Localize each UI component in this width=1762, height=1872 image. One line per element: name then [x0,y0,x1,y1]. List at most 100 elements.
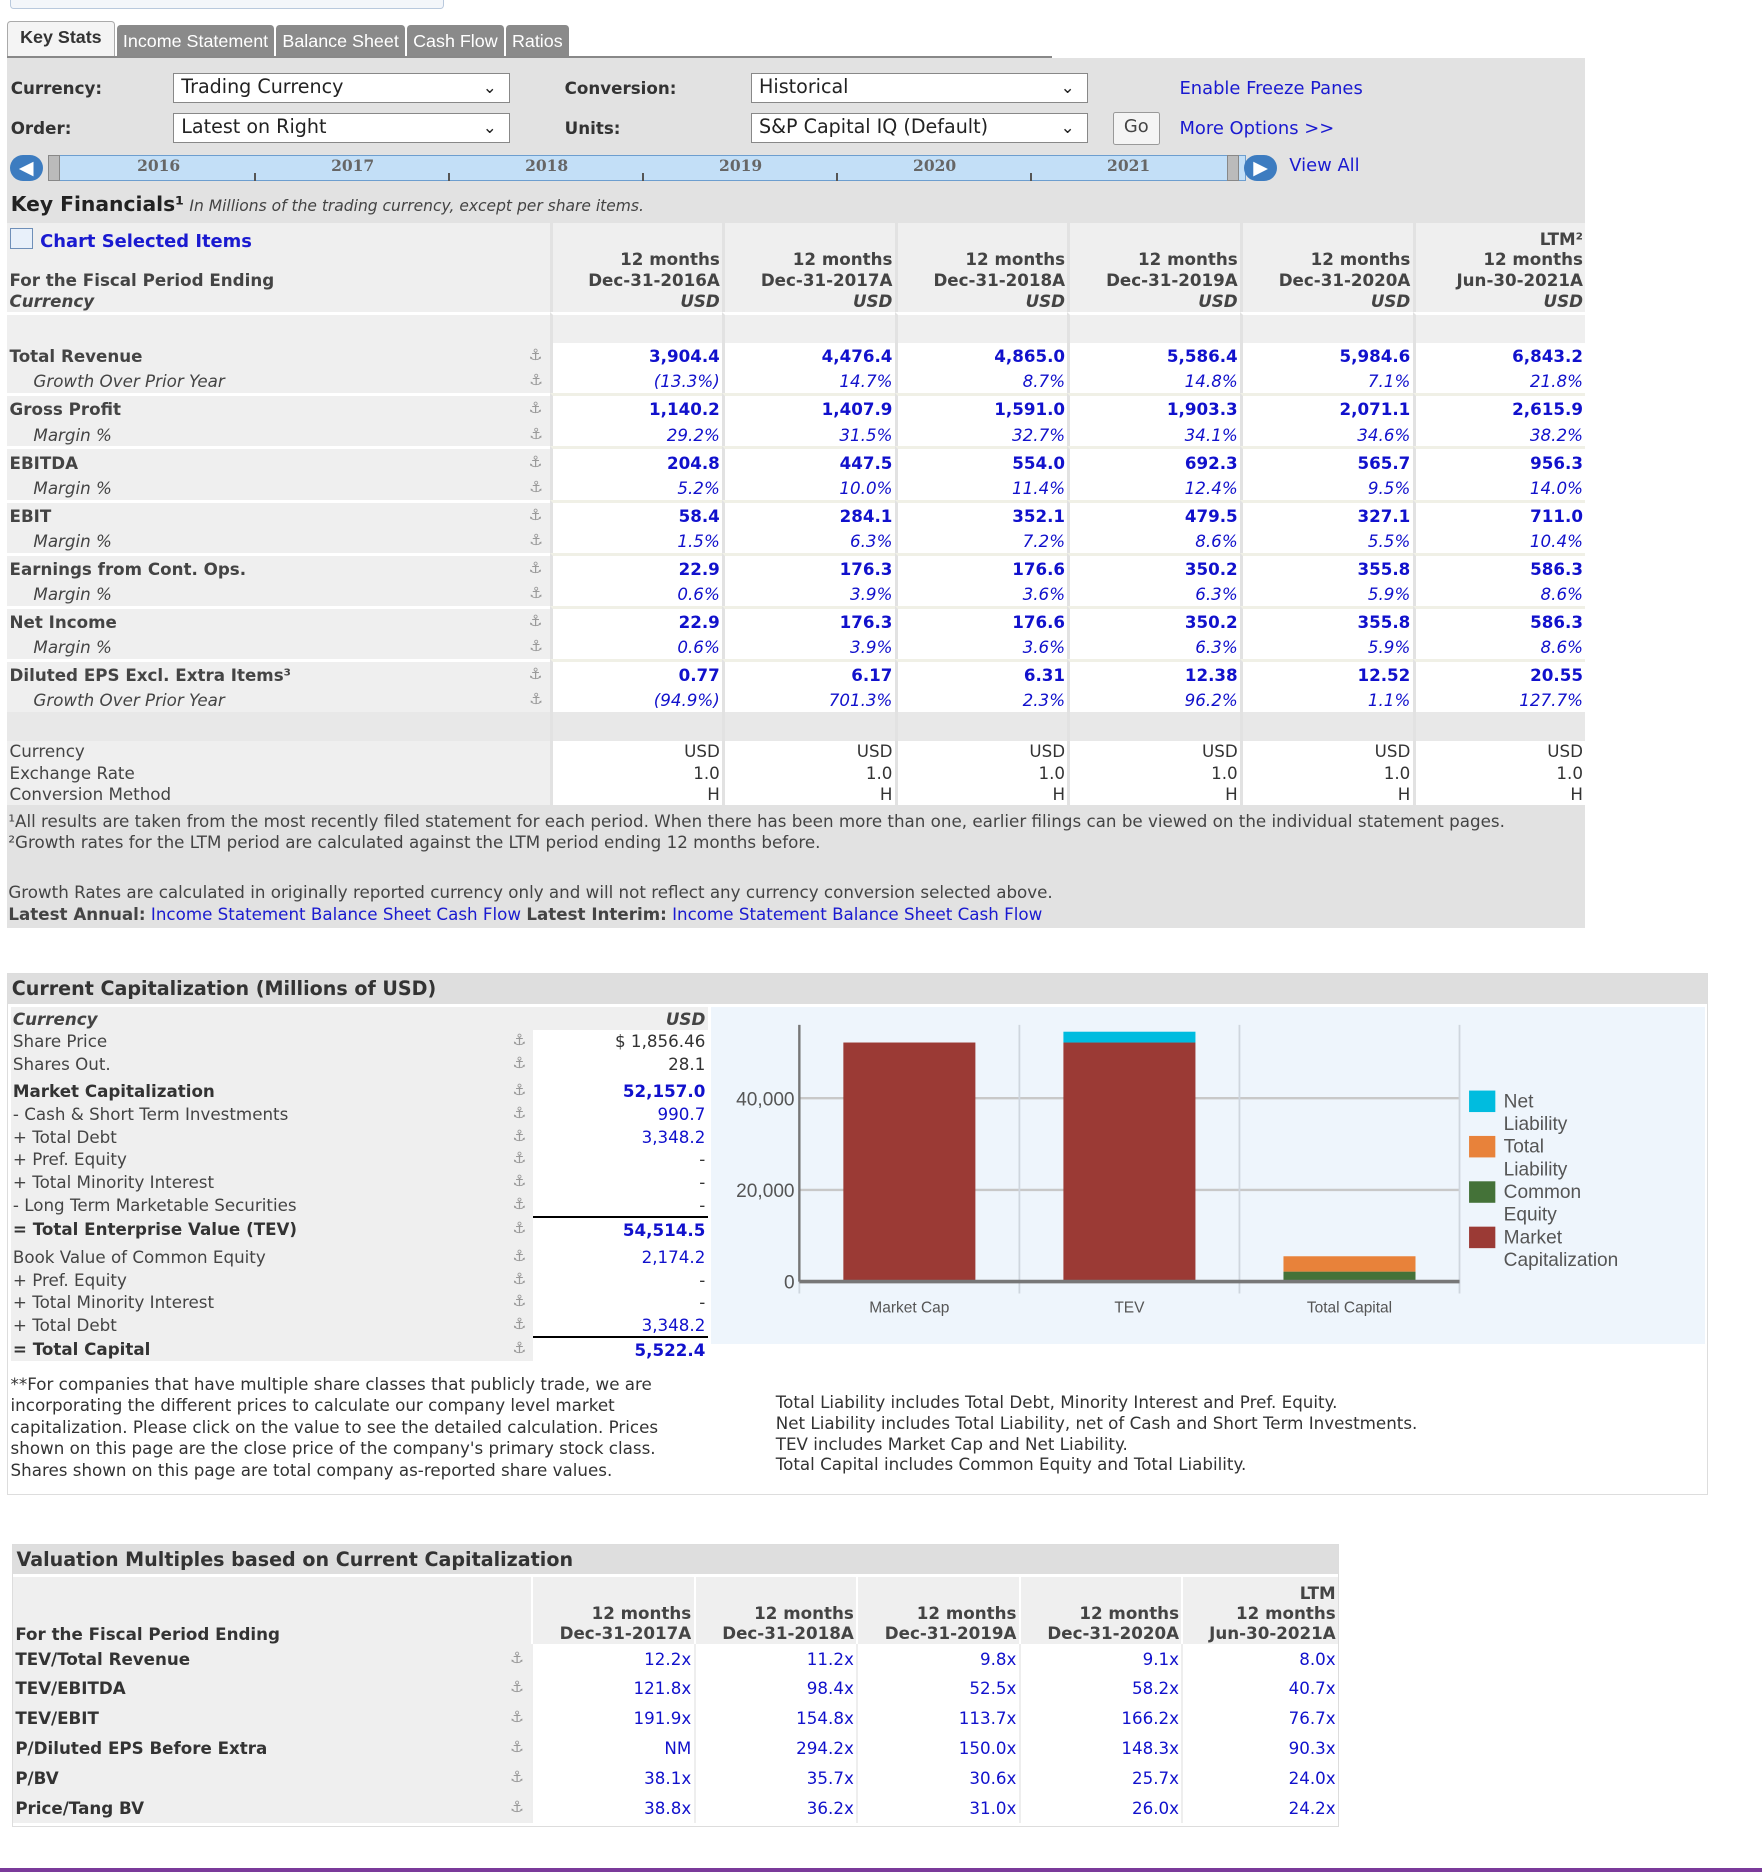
drill-down-icon[interactable]: ⚓ [512,1194,527,1213]
value-cell[interactable]: 352.1 [894,499,1068,529]
value-cell[interactable]: 21.8% [1412,369,1586,394]
value-cell[interactable]: 1.1% [1240,688,1413,713]
valuation-value[interactable]: 8.0x [1181,1643,1338,1674]
value-cell[interactable]: 5.9% [1240,581,1413,606]
value-cell[interactable]: 6,843.2 [1412,343,1586,370]
value-cell[interactable]: 58.4 [549,499,723,529]
drill-down-icon[interactable]: ⚓ [529,424,543,443]
drill-down-icon[interactable]: ⚓ [512,1172,527,1191]
cap-row-value[interactable]: 2,174.2 [533,1240,708,1269]
drill-down-icon[interactable]: ⚓ [512,1338,527,1357]
value-cell[interactable]: 0.6% [549,581,723,606]
valuation-value[interactable]: 24.2x [1181,1792,1338,1823]
enable-freeze-panes-link[interactable]: Enable Freeze Panes [1179,77,1363,99]
value-cell[interactable]: 22.9 [549,552,723,582]
go-button[interactable]: Go [1112,112,1160,146]
valuation-value[interactable]: 150.0x [856,1733,1019,1764]
value-cell[interactable]: 10.0% [722,475,895,500]
tab-key-stats[interactable]: Key Stats [7,21,115,59]
drill-down-icon[interactable]: ⚓ [528,505,543,524]
value-cell[interactable]: 554.0 [894,446,1068,476]
value-cell[interactable]: 327.1 [1240,499,1413,529]
drill-down-icon[interactable]: ⚓ [512,1218,527,1237]
valuation-value[interactable]: 11.2x [693,1643,857,1674]
drill-down-icon[interactable]: ⚓ [509,1708,524,1727]
value-cell[interactable]: 1,140.2 [549,393,723,423]
cap-row-value[interactable]: 54,514.5 [533,1216,708,1241]
interim-balance-sheet-link[interactable]: Balance Sheet [832,903,953,924]
conversion-select[interactable]: Historical ⌄ [750,72,1088,103]
value-cell[interactable]: 2,615.9 [1412,393,1586,423]
value-cell[interactable]: 12.52 [1240,658,1413,689]
value-cell[interactable]: 3.6% [894,581,1068,606]
drill-down-icon[interactable]: ⚓ [529,371,543,390]
value-cell[interactable]: 176.6 [894,605,1068,636]
valuation-value[interactable]: 148.3x [1018,1733,1182,1764]
tab-balance-sheet[interactable]: Balance Sheet [276,24,405,59]
tab-cash-flow[interactable]: Cash Flow [407,24,504,59]
value-cell[interactable]: 11.4% [894,475,1068,500]
value-cell[interactable]: 12.38 [1067,658,1241,689]
tab-income-statement[interactable]: Income Statement [116,24,275,59]
value-cell[interactable]: 5.2% [549,475,723,500]
value-cell[interactable]: 14.0% [1412,475,1586,500]
drill-down-icon[interactable]: ⚓ [512,1314,527,1333]
value-cell[interactable]: 127.7% [1412,688,1586,713]
drill-down-icon[interactable]: ⚓ [512,1104,527,1123]
value-cell[interactable]: 7.2% [894,528,1068,553]
value-cell[interactable]: 34.6% [1240,422,1413,447]
drill-down-icon[interactable]: ⚓ [509,1678,524,1697]
value-cell[interactable]: 350.2 [1067,552,1241,582]
bar-net-liability[interactable] [1063,1032,1196,1043]
value-cell[interactable]: 31.5% [722,422,895,447]
value-cell[interactable]: 5,984.6 [1240,343,1413,370]
drill-down-icon[interactable]: ⚓ [512,1054,527,1073]
valuation-value[interactable]: 9.8x [856,1643,1019,1674]
period-slider[interactable]: ◀ 2016 2017 2018 2019 2020 2021 ▶ [9,153,1280,184]
slider-right-handle[interactable] [1227,155,1240,182]
drill-down-icon[interactable]: ⚓ [512,1269,527,1288]
value-cell[interactable]: 479.5 [1067,499,1241,529]
value-cell[interactable]: 29.2% [549,422,723,447]
value-cell[interactable]: 8.6% [1412,635,1586,659]
value-cell[interactable]: 8.6% [1412,581,1586,606]
drill-down-icon[interactable]: ⚓ [529,690,543,709]
value-cell[interactable]: 6.17 [722,658,895,689]
drill-down-icon[interactable]: ⚓ [509,1797,524,1816]
tab-ratios[interactable]: Ratios [505,24,569,59]
value-cell[interactable]: 22.9 [549,605,723,636]
value-cell[interactable]: 9.5% [1240,475,1413,500]
valuation-value[interactable]: 52.5x [856,1673,1019,1704]
valuation-value[interactable]: 98.4x [693,1673,857,1704]
drill-down-icon[interactable]: ⚓ [512,1292,527,1311]
value-cell[interactable]: 7.1% [1240,369,1413,394]
bar-total-liability[interactable] [1283,1256,1416,1272]
drill-down-icon[interactable]: ⚓ [528,611,543,630]
arrow-left-icon[interactable]: ◀ [9,155,43,182]
valuation-value[interactable]: NM [531,1733,694,1764]
value-cell[interactable]: (13.3%) [549,369,723,394]
value-cell[interactable]: 14.8% [1067,369,1241,394]
slider-left-handle[interactable] [47,155,60,182]
drill-down-icon[interactable]: ⚓ [512,1246,527,1265]
value-cell[interactable]: 14.7% [722,369,895,394]
drill-down-icon[interactable]: ⚓ [529,583,543,602]
drill-down-icon[interactable]: ⚓ [528,399,543,418]
bar-market-capitalization[interactable] [1063,1042,1196,1282]
value-cell[interactable]: 1,591.0 [894,393,1068,423]
valuation-value[interactable]: 90.3x [1181,1733,1338,1764]
value-cell[interactable]: 956.3 [1412,446,1586,476]
more-options-link[interactable]: More Options >> [1179,118,1335,140]
valuation-value[interactable]: 9.1x [1018,1643,1182,1674]
drill-down-icon[interactable]: ⚓ [529,637,543,655]
value-cell[interactable]: 204.8 [549,446,723,476]
annual-income-statement-link[interactable]: Income Statement [150,903,306,924]
chart-selected-items-link[interactable]: Chart Selected Items [9,228,252,252]
view-all-link[interactable]: View All [1289,155,1360,177]
valuation-value[interactable]: 38.1x [531,1763,694,1793]
value-cell[interactable]: (94.9%) [549,688,723,713]
value-cell[interactable]: 176.3 [722,605,895,636]
value-cell[interactable]: 284.1 [722,499,895,529]
drill-down-icon[interactable]: ⚓ [509,1767,524,1786]
interim-cash-flow-link[interactable]: Cash Flow [957,903,1043,924]
